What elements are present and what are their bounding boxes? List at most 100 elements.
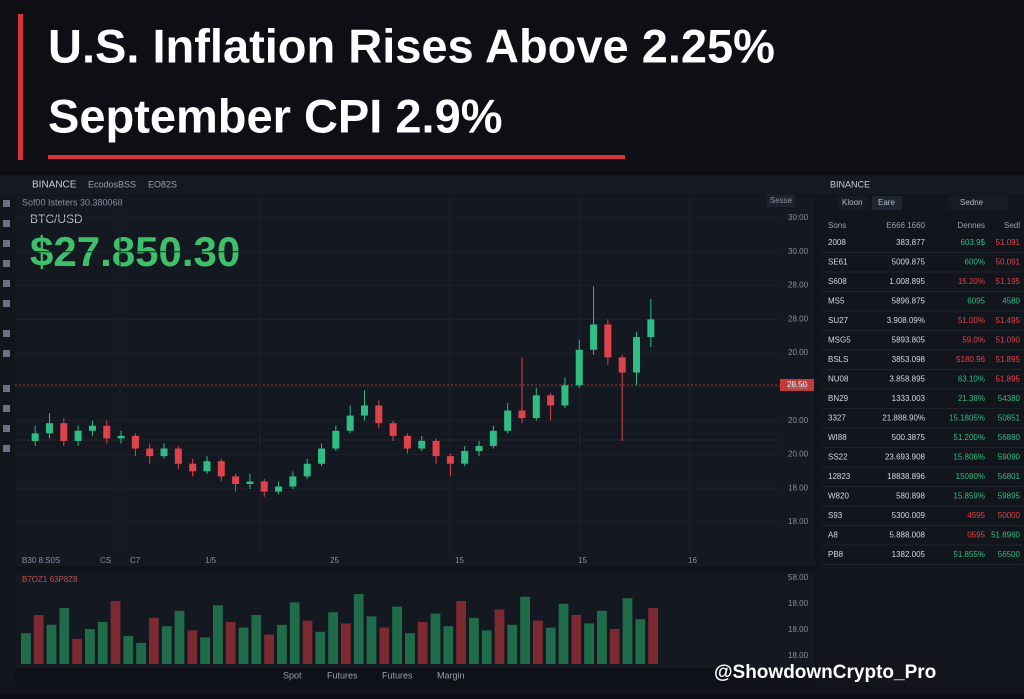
candle-body [31, 433, 39, 441]
row-name[interactable]: SS22 [828, 453, 848, 462]
candle-body [332, 430, 340, 449]
sidebar-tab[interactable] [948, 196, 1008, 210]
row-name[interactable]: MSG5 [828, 336, 851, 345]
volume-tick-label: 18.00 [788, 599, 809, 608]
bottom-bar [15, 668, 815, 686]
tool-icon[interactable] [3, 445, 10, 452]
row-last: 59895 [998, 492, 1021, 501]
tool-icon[interactable] [3, 330, 10, 337]
volume-bar [494, 609, 505, 664]
row-change: 63.10% [958, 375, 985, 384]
tool-icon[interactable] [3, 200, 10, 207]
row-name[interactable]: 2008 [828, 238, 846, 247]
candle-body [275, 486, 283, 492]
row-change: 6095 [967, 297, 985, 306]
top-bar [0, 175, 1024, 195]
price-tag-bg [780, 379, 814, 391]
row-name[interactable]: BSLS [828, 355, 848, 364]
headline: September CPI 2.9% [48, 89, 503, 142]
volume-bar [289, 602, 300, 664]
header-bg [0, 0, 1024, 172]
row-price: 5.888.008 [889, 531, 925, 540]
volume-bar [46, 624, 57, 664]
volume-legend: B7OZ1 63P8Z8 [22, 575, 78, 584]
candle-body [403, 435, 411, 449]
tool-icon[interactable] [3, 240, 10, 247]
footer-tab[interactable]: Margin [437, 670, 465, 680]
row-change: 15.20% [958, 277, 985, 286]
row-name[interactable]: S608 [828, 277, 847, 286]
row-name[interactable]: SE61 [828, 258, 848, 267]
row-name[interactable]: BN29 [828, 394, 849, 403]
sidebar-panel [818, 196, 1024, 686]
row-price: 383,877 [896, 238, 925, 247]
tool-icon[interactable] [3, 405, 10, 412]
footer-tab[interactable]: Spot [283, 670, 302, 680]
row-change: 603.9$ [961, 238, 986, 247]
volume-bar [251, 615, 262, 664]
volume-bar [315, 631, 326, 664]
row-last: 4580 [1002, 297, 1020, 306]
row-last: 51.895 [996, 355, 1021, 364]
tool-icon[interactable] [3, 300, 10, 307]
row-name[interactable]: S93 [828, 511, 843, 520]
row-name[interactable]: WI88 [828, 433, 847, 442]
row-last: 51.895 [996, 375, 1021, 384]
sidebar-tab[interactable] [838, 196, 868, 210]
tool-icon[interactable] [3, 220, 10, 227]
row-price: 5893.805 [892, 336, 926, 345]
volume-bar [443, 626, 454, 664]
row-name[interactable]: SU27 [828, 316, 849, 325]
footer-tab[interactable]: Futures [327, 670, 358, 680]
sidebar-brand: BINANCE [830, 179, 870, 189]
row-name[interactable]: NU08 [828, 375, 849, 384]
volume-bar [558, 603, 569, 664]
sidebar-tab-label: Kloon [842, 198, 862, 207]
candle-body [461, 451, 469, 464]
top-tab[interactable]: Ecodos [88, 179, 119, 189]
row-name[interactable]: 3327 [828, 414, 846, 423]
candle-body [633, 337, 641, 373]
tool-icon[interactable] [3, 350, 10, 357]
settings-button[interactable] [767, 195, 795, 207]
row-last: 50000 [998, 511, 1021, 520]
chart-panel [15, 196, 815, 566]
row-name[interactable]: PB8 [828, 550, 844, 559]
row-price: 5896.875 [892, 297, 926, 306]
volume-bar [136, 643, 146, 664]
volume-bar [609, 629, 620, 664]
volume-bar [110, 601, 121, 664]
candle-body [346, 415, 354, 431]
row-price: 5009.875 [892, 258, 926, 267]
volume-bar [264, 634, 274, 664]
time-label: B30 8.S0S [22, 556, 60, 565]
row-name[interactable]: 12823 [828, 472, 851, 481]
tool-icon[interactable] [3, 280, 10, 287]
row-name[interactable]: A8 [828, 531, 838, 540]
row-change: 0595 [967, 531, 985, 540]
row-name[interactable]: MS5 [828, 297, 845, 306]
time-label: 15 [455, 556, 464, 565]
sidebar-tab[interactable] [872, 196, 902, 210]
row-last: 56801 [998, 472, 1021, 481]
top-tab[interactable]: EO82S [148, 179, 177, 189]
candle-body [547, 395, 555, 406]
candle-body [117, 435, 125, 439]
time-label: CS [100, 556, 111, 565]
volume-bar [59, 608, 70, 664]
row-last: 50.091 [996, 258, 1021, 267]
row-change: 5180.96 [956, 355, 985, 364]
tool-icon[interactable] [3, 260, 10, 267]
time-label: C7 [130, 556, 141, 565]
volume-bar [379, 627, 390, 664]
volume-panel [15, 572, 815, 668]
candle-body [489, 430, 497, 446]
volume-bar [545, 627, 556, 664]
tool-icon[interactable] [3, 425, 10, 432]
volume-bar [469, 617, 479, 664]
top-tab[interactable]: BSS [118, 179, 136, 189]
footer-tab[interactable]: Futures [382, 670, 413, 680]
tool-icon[interactable] [3, 385, 10, 392]
row-last: 50851 [998, 414, 1021, 423]
row-name[interactable]: W820 [828, 492, 849, 501]
